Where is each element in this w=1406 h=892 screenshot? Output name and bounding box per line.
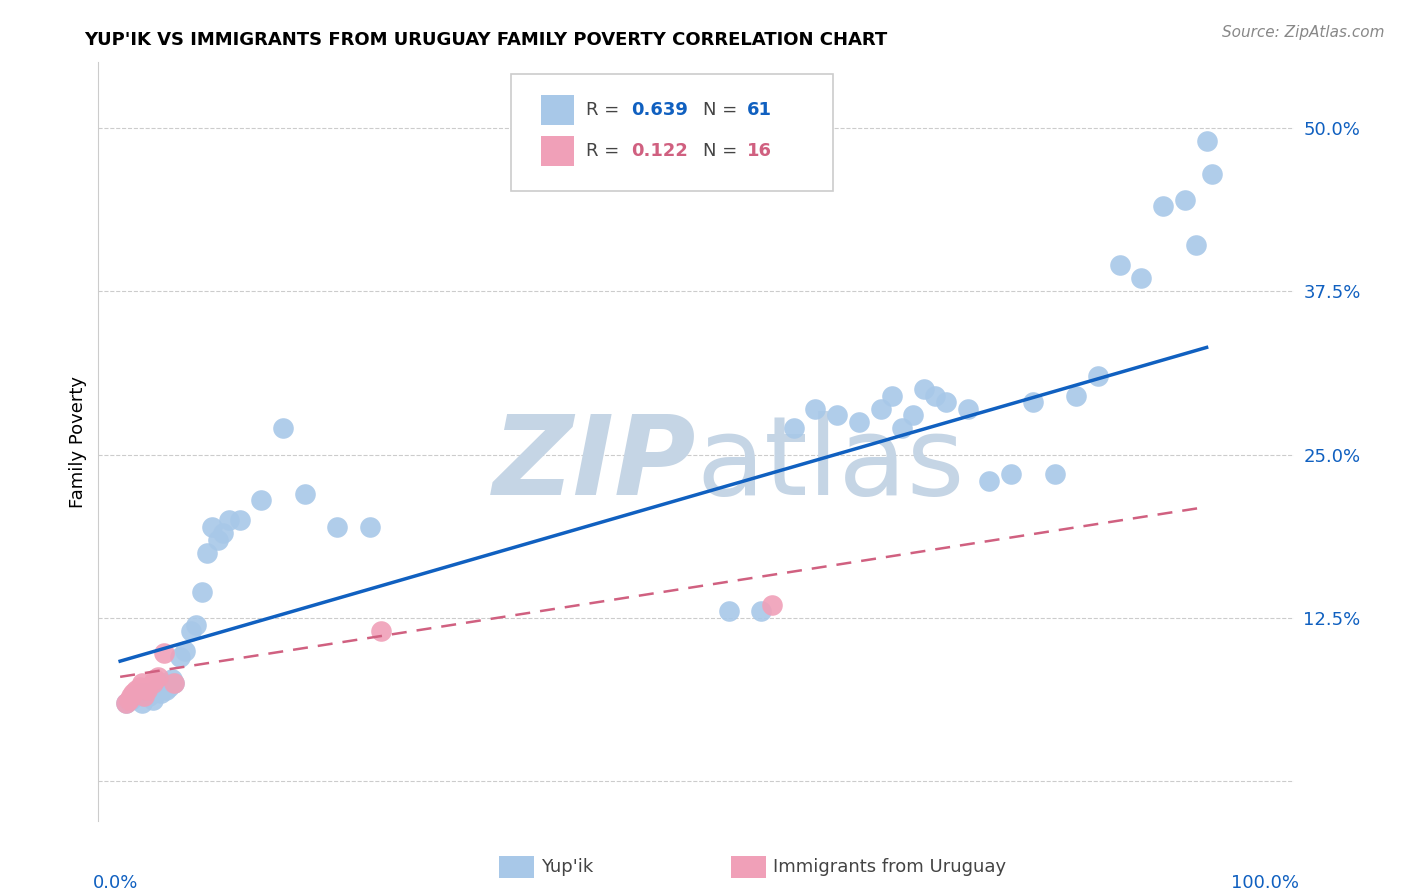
Point (294, 487, 316, 501)
Point (212, 526, 235, 541)
Point (120, 693, 142, 707)
Point (195, 546, 218, 560)
Point (956, 401, 979, 416)
Point (163, 676, 186, 690)
Text: 16: 16 (748, 142, 772, 161)
Point (891, 421, 914, 435)
Y-axis label: Family Poverty: Family Poverty (69, 376, 87, 508)
Point (132, 690, 155, 704)
Point (142, 676, 165, 690)
Point (157, 681, 180, 695)
Text: 0.122: 0.122 (631, 142, 689, 161)
Point (128, 685, 150, 699)
Point (122, 685, 145, 699)
Point (717, 605, 740, 619)
Point (1022, 395, 1045, 409)
Point (359, 519, 381, 533)
Point (207, 533, 229, 547)
Text: 0.639: 0.639 (631, 101, 689, 120)
Point (761, 598, 783, 612)
Text: Yup'ik: Yup'ik (541, 858, 593, 876)
Point (136, 682, 159, 697)
Point (118, 693, 141, 707)
Point (136, 685, 159, 699)
Text: R =: R = (586, 142, 626, 161)
Point (1174, 193, 1197, 207)
Point (125, 690, 148, 704)
Point (250, 493, 273, 508)
Point (122, 690, 145, 704)
Text: Source: ZipAtlas.com: Source: ZipAtlas.com (1222, 25, 1385, 40)
Point (128, 681, 150, 695)
Point (150, 685, 173, 699)
Point (1087, 369, 1109, 384)
Point (1152, 199, 1174, 213)
Text: N =: N = (703, 101, 744, 120)
Point (1201, 167, 1223, 181)
Point (804, 401, 827, 416)
Point (120, 690, 142, 704)
Point (912, 382, 935, 396)
Point (142, 693, 165, 707)
Point (935, 395, 957, 409)
Point (825, 409, 848, 423)
Point (162, 673, 184, 687)
FancyBboxPatch shape (541, 95, 574, 126)
Point (114, 696, 136, 710)
Point (848, 415, 870, 429)
Point (148, 681, 170, 695)
Point (186, 617, 208, 632)
Text: ZIP: ZIP (492, 411, 696, 517)
Text: Immigrants from Uruguay: Immigrants from Uruguay (773, 858, 1007, 876)
Point (163, 676, 186, 690)
Point (1184, 238, 1206, 252)
Point (1108, 258, 1130, 272)
Point (143, 682, 166, 697)
Point (271, 421, 294, 435)
Point (1000, 467, 1022, 482)
Point (979, 474, 1001, 488)
Text: 61: 61 (748, 101, 772, 120)
Point (174, 643, 197, 657)
Point (1043, 467, 1066, 482)
Text: YUP'IK VS IMMIGRANTS FROM URUGUAY FAMILY POVERTY CORRELATION CHART: YUP'IK VS IMMIGRANTS FROM URUGUAY FAMILY… (84, 31, 887, 49)
Point (152, 676, 174, 690)
Point (143, 673, 166, 687)
Text: atlas: atlas (696, 411, 965, 517)
Point (131, 696, 153, 710)
Point (132, 690, 155, 704)
Point (180, 624, 202, 639)
Text: N =: N = (703, 142, 744, 161)
Point (155, 682, 177, 697)
Point (228, 513, 250, 527)
Point (201, 519, 224, 533)
Point (326, 519, 349, 533)
Text: 100.0%: 100.0% (1232, 874, 1299, 892)
Point (190, 585, 212, 599)
Point (924, 389, 946, 403)
Point (148, 670, 170, 684)
Point (114, 696, 136, 710)
Point (218, 513, 240, 527)
Point (138, 690, 160, 704)
Text: R =: R = (586, 101, 626, 120)
Point (783, 421, 806, 435)
Point (880, 389, 903, 403)
Point (169, 650, 191, 665)
Point (1064, 389, 1087, 403)
FancyBboxPatch shape (541, 136, 574, 166)
Point (131, 676, 153, 690)
Point (1130, 271, 1153, 285)
Point (370, 624, 392, 639)
Point (749, 605, 772, 619)
Point (869, 401, 891, 416)
FancyBboxPatch shape (510, 74, 834, 191)
Text: 0.0%: 0.0% (93, 874, 138, 892)
Point (903, 409, 925, 423)
Point (125, 682, 148, 697)
Point (1195, 134, 1218, 148)
Point (152, 646, 174, 660)
